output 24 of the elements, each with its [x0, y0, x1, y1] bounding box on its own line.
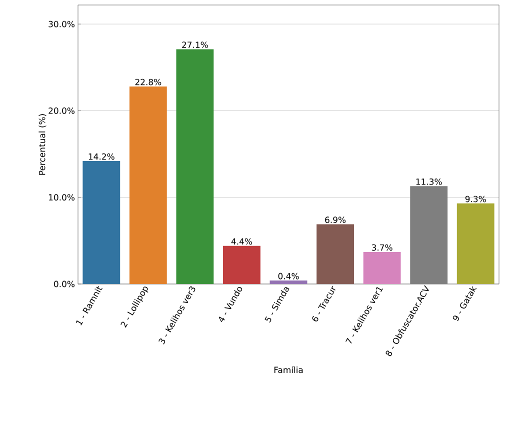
y-axis-title: Percentual (%) [38, 114, 46, 175]
data-label: 27.1% [182, 42, 208, 48]
y-tick-label: 0.0% [54, 280, 75, 288]
data-label: 14.2% [88, 153, 114, 160]
y-tick-label: 10.0% [49, 194, 75, 201]
data-label: 6.9% [325, 216, 346, 224]
data-label: 11.3% [416, 178, 442, 185]
data-label: 22.8% [135, 78, 162, 86]
bar [456, 203, 494, 284]
bar [176, 49, 214, 284]
y-tick-label: 30.0% [48, 20, 75, 28]
data-label: 9.3% [465, 196, 486, 202]
data-label: 4.4% [231, 238, 252, 245]
bar [316, 224, 354, 284]
data-label: 3.7% [372, 244, 392, 251]
bar [129, 86, 167, 284]
bar [363, 252, 401, 284]
bar [410, 186, 448, 284]
x-axis-title: Família [274, 366, 303, 374]
y-tick-label: 20.0% [48, 108, 75, 114]
bar [82, 160, 120, 284]
bar [270, 280, 308, 284]
bar [223, 246, 260, 284]
data-label: 0.4% [278, 272, 299, 280]
